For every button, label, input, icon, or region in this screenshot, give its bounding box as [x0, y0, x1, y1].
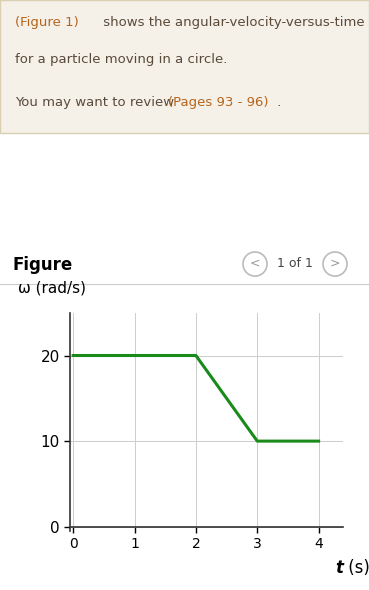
Text: (Pages 93 - 96): (Pages 93 - 96) [168, 96, 268, 109]
Text: ω (rad/s): ω (rad/s) [18, 280, 86, 295]
Text: (Figure 1): (Figure 1) [15, 16, 79, 29]
Text: <: < [250, 257, 260, 270]
Text: 1 of 1: 1 of 1 [277, 257, 313, 270]
Text: >: > [330, 257, 340, 270]
Text: shows the angular-velocity-versus-time graph: shows the angular-velocity-versus-time g… [99, 16, 369, 29]
Text: t: t [335, 559, 343, 578]
Text: for a particle moving in a circle.: for a particle moving in a circle. [15, 53, 227, 66]
Text: (s): (s) [344, 559, 369, 578]
Text: You may want to review: You may want to review [15, 96, 178, 109]
Text: Figure: Figure [12, 256, 72, 274]
FancyBboxPatch shape [0, 0, 369, 133]
Text: .: . [273, 96, 282, 109]
